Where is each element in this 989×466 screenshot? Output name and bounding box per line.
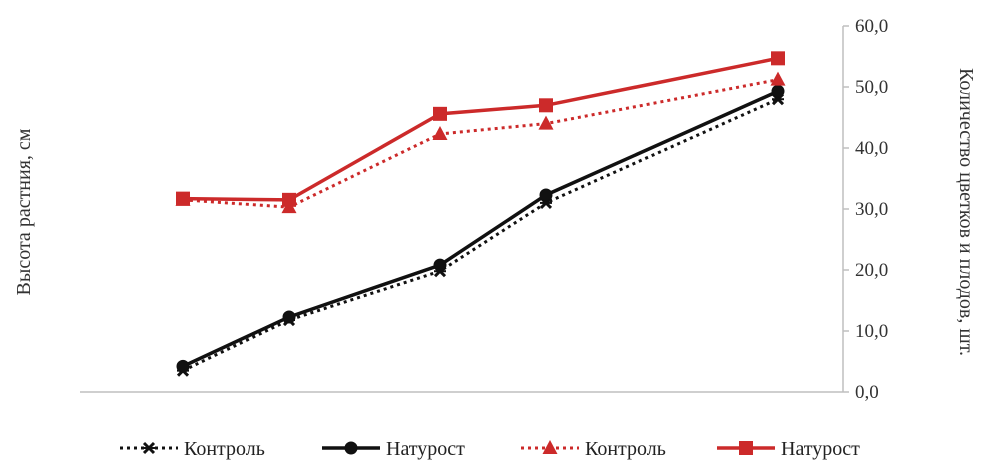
circle-marker (539, 188, 553, 202)
legend-label: Натуроcт (386, 438, 465, 460)
legend-item: Контроль (120, 438, 265, 460)
square-marker (771, 51, 785, 66)
series-line (182, 78, 779, 209)
circle-marker (433, 258, 447, 272)
series-layer (175, 51, 786, 377)
y-tick-label: 40,0 (855, 138, 888, 159)
series-2 (176, 84, 785, 373)
series-line (182, 89, 779, 368)
square-marker (282, 192, 296, 207)
series-1 (176, 93, 785, 377)
right-axis-title: Количество цветков и плодов, шт. (955, 68, 977, 356)
triangle-marker (542, 440, 558, 454)
x-marker (142, 441, 156, 455)
y-tick-label: 0,0 (855, 382, 879, 403)
series-line (182, 56, 779, 202)
square-marker (739, 441, 753, 455)
series-4 (176, 51, 785, 207)
circle-marker (282, 310, 296, 324)
y-tick-label: 10,0 (855, 321, 888, 342)
series-3 (175, 71, 786, 214)
legend: Контроль Натуроcт Контроль Натуроcт (120, 438, 860, 460)
legend-label: Натуроcт (781, 438, 860, 460)
y-tick-label: 50,0 (855, 77, 888, 98)
left-axis-title: Высота растния, см (13, 128, 35, 295)
series-line (182, 97, 779, 373)
legend-label: Контроль (184, 438, 265, 460)
legend-item: Натуроcт (717, 438, 860, 460)
square-marker (539, 98, 553, 113)
y-tick-label: 30,0 (855, 199, 888, 220)
square-marker (176, 191, 190, 206)
circle-marker (344, 441, 358, 455)
square-marker (433, 106, 447, 121)
triangle-marker (538, 115, 554, 130)
circle-marker (771, 84, 785, 98)
y-axis-ticks: 0,0 10,0 20,0 30,0 40,0 50,0 60,0 (843, 16, 888, 403)
triangle-marker (432, 125, 448, 140)
y-tick-label: 20,0 (855, 260, 888, 281)
legend-item: Натуроcт (322, 438, 465, 460)
legend-label: Контроль (585, 438, 666, 460)
triangle-marker (770, 71, 786, 86)
y-tick-label: 60,0 (855, 16, 888, 37)
legend-item: Контроль (521, 438, 666, 460)
circle-marker (176, 359, 190, 373)
